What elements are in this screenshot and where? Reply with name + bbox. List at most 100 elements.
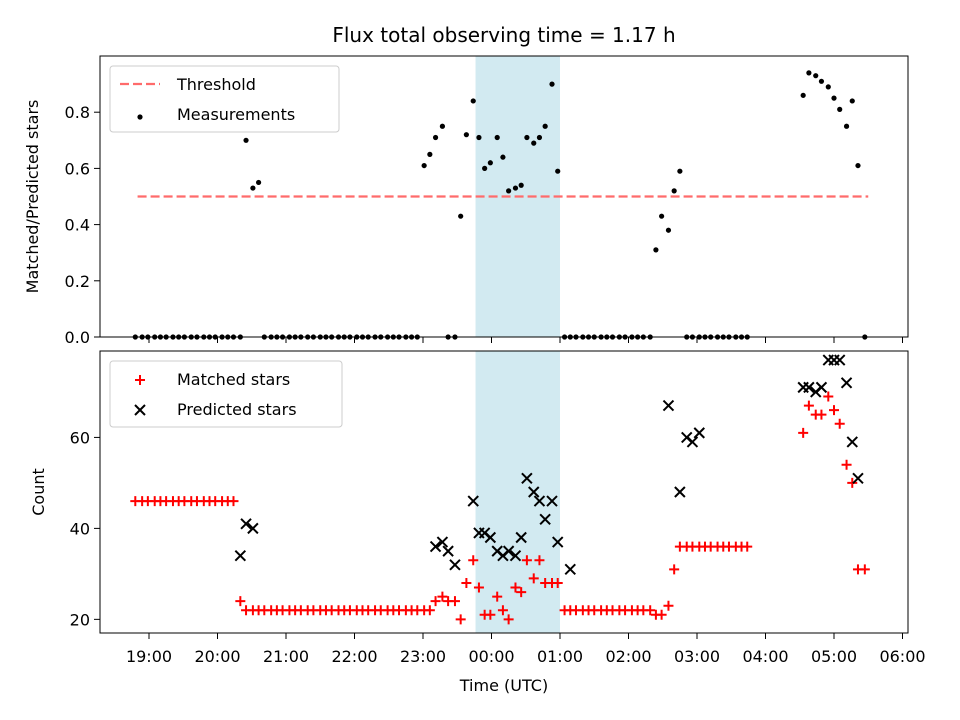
highlight-span-rect (475, 351, 560, 633)
measurement-point (843, 123, 850, 129)
matched-stars-point (521, 555, 532, 566)
matched-stars-point (823, 391, 834, 402)
predicted-stars-point (521, 472, 533, 485)
predicted-stars-point (533, 495, 546, 507)
predicted-stars-point (564, 563, 576, 576)
predicted-stars-point (686, 436, 699, 448)
measurement-point (470, 98, 476, 104)
measurement-point (531, 140, 537, 146)
measurement-point (243, 137, 249, 143)
matched-stars-point (516, 587, 527, 598)
matched-stars-point (455, 614, 466, 625)
x-tick-label: 03:00 (674, 647, 720, 666)
predicted-stars-point (442, 545, 454, 557)
legend-label: Measurements (177, 105, 295, 124)
predicted-stars-point (467, 495, 479, 507)
legend-measurements-swatch (137, 114, 143, 120)
matched-stars-point (235, 596, 246, 607)
legend-label: Predicted stars (177, 400, 297, 419)
x-tick-label: 04:00 (742, 647, 788, 666)
matched-stars-point (847, 477, 858, 488)
highlight-span (475, 351, 560, 633)
predicted-stars-point (539, 513, 551, 525)
top-y-axis: 0.0 0.2 0.4 0.6 0.8 (65, 103, 100, 347)
measurement-point (439, 123, 446, 129)
measurement-point (800, 92, 806, 98)
measurement-point (855, 162, 861, 169)
x-tick-label: 22:00 (331, 647, 377, 666)
measurement-point (421, 162, 427, 169)
x-tick-label: 01:00 (537, 647, 583, 666)
measurement-point (427, 151, 433, 157)
y-tick-label: 40 (70, 519, 90, 538)
predicted-stars-point (834, 354, 846, 366)
measurement-point (250, 185, 256, 191)
matched-stars-point (503, 614, 514, 625)
matched-stars-point (841, 459, 852, 470)
measurement-point (476, 134, 482, 141)
measurement-point (542, 123, 548, 129)
matched-stars-point (492, 591, 503, 602)
bottom-y-axis: 20 40 60 (70, 428, 100, 629)
x-tick-label: 21:00 (263, 647, 309, 666)
predicted-stars-point (240, 518, 252, 530)
matched-stars-point (816, 409, 827, 420)
legend-matched-swatch (135, 375, 145, 385)
measurement-point (659, 213, 665, 219)
bottom-legend: Matched stars Predicted stars (109, 360, 343, 428)
matched-stars-point (430, 596, 441, 607)
legend-box (109, 360, 343, 428)
x-tick-label: 19:00 (126, 647, 172, 666)
matched-stars-point (485, 609, 496, 620)
measurement-point (512, 185, 519, 191)
x-tick-label: 02:00 (605, 647, 651, 666)
matched-stars-point (510, 582, 521, 593)
matched-stars-point (424, 605, 435, 616)
y-tick-label: 0.4 (65, 216, 90, 235)
x-tick-label: 20:00 (194, 647, 240, 666)
x-tick-label: 06:00 (879, 647, 925, 666)
matched-stars-point (461, 577, 472, 588)
measurement-point (500, 154, 506, 160)
measurements-layer (132, 70, 869, 340)
measurement-point (825, 84, 831, 90)
predicted-stars-point (247, 522, 259, 535)
matched-stars-point (656, 609, 667, 620)
matched-stars-point (663, 600, 674, 611)
top-panel-frame (99, 55, 909, 338)
predicted-stars-point (509, 549, 522, 562)
y-tick-label: 20 (70, 610, 90, 629)
measurement-point (665, 227, 672, 233)
measurement-point (806, 70, 812, 76)
x-tick-label: 00:00 (468, 647, 514, 666)
bottom-y-axis-label: Count (29, 468, 48, 516)
predicted-stars-point (449, 559, 461, 571)
predicted-stars-point (803, 381, 815, 394)
matched-stars-point (669, 564, 680, 575)
top-panel: 0.00.20.40.60.8 Matched/Predicted stars … (23, 55, 909, 347)
counts-layer (130, 354, 870, 625)
measurement-point (482, 165, 488, 171)
measurement-point (555, 168, 561, 174)
legend-label: Threshold (176, 75, 256, 94)
matched-stars-point (228, 496, 239, 507)
predicted-stars-point (852, 472, 864, 485)
predicted-stars-point (815, 381, 828, 394)
measurement-point (677, 168, 683, 174)
measurement-point (506, 188, 512, 194)
measurement-point (818, 78, 825, 84)
y-tick-label: 0.6 (65, 159, 90, 178)
matched-stars-point (834, 418, 845, 429)
predicted-stars-point (429, 540, 442, 553)
x-tick-label: 23:00 (400, 647, 446, 666)
matched-stars-point (468, 555, 479, 566)
predicted-stars-point (484, 531, 497, 544)
measurement-point (458, 213, 464, 219)
matched-stars-point (449, 596, 460, 607)
predicted-stars-point (546, 495, 558, 507)
legend-predicted-swatch (134, 404, 146, 416)
matched-stars-point (552, 577, 563, 588)
y-tick-label: 0.2 (65, 272, 90, 291)
measurement-point (813, 73, 819, 79)
